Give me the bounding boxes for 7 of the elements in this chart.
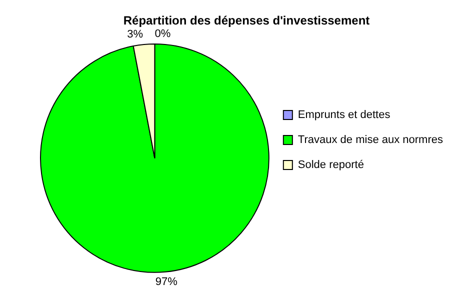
chart-title: Répartition des dépenses d'investissement — [123, 14, 370, 28]
data-label: 3% — [127, 28, 144, 41]
legend-label: Solde reporté — [298, 159, 364, 172]
legend-label: Travaux de mise aux normres — [298, 134, 444, 146]
text: 0% — [154, 28, 171, 40]
legend-label: Emprunts et dettes — [298, 109, 391, 122]
data-label: 97% — [155, 276, 178, 288]
